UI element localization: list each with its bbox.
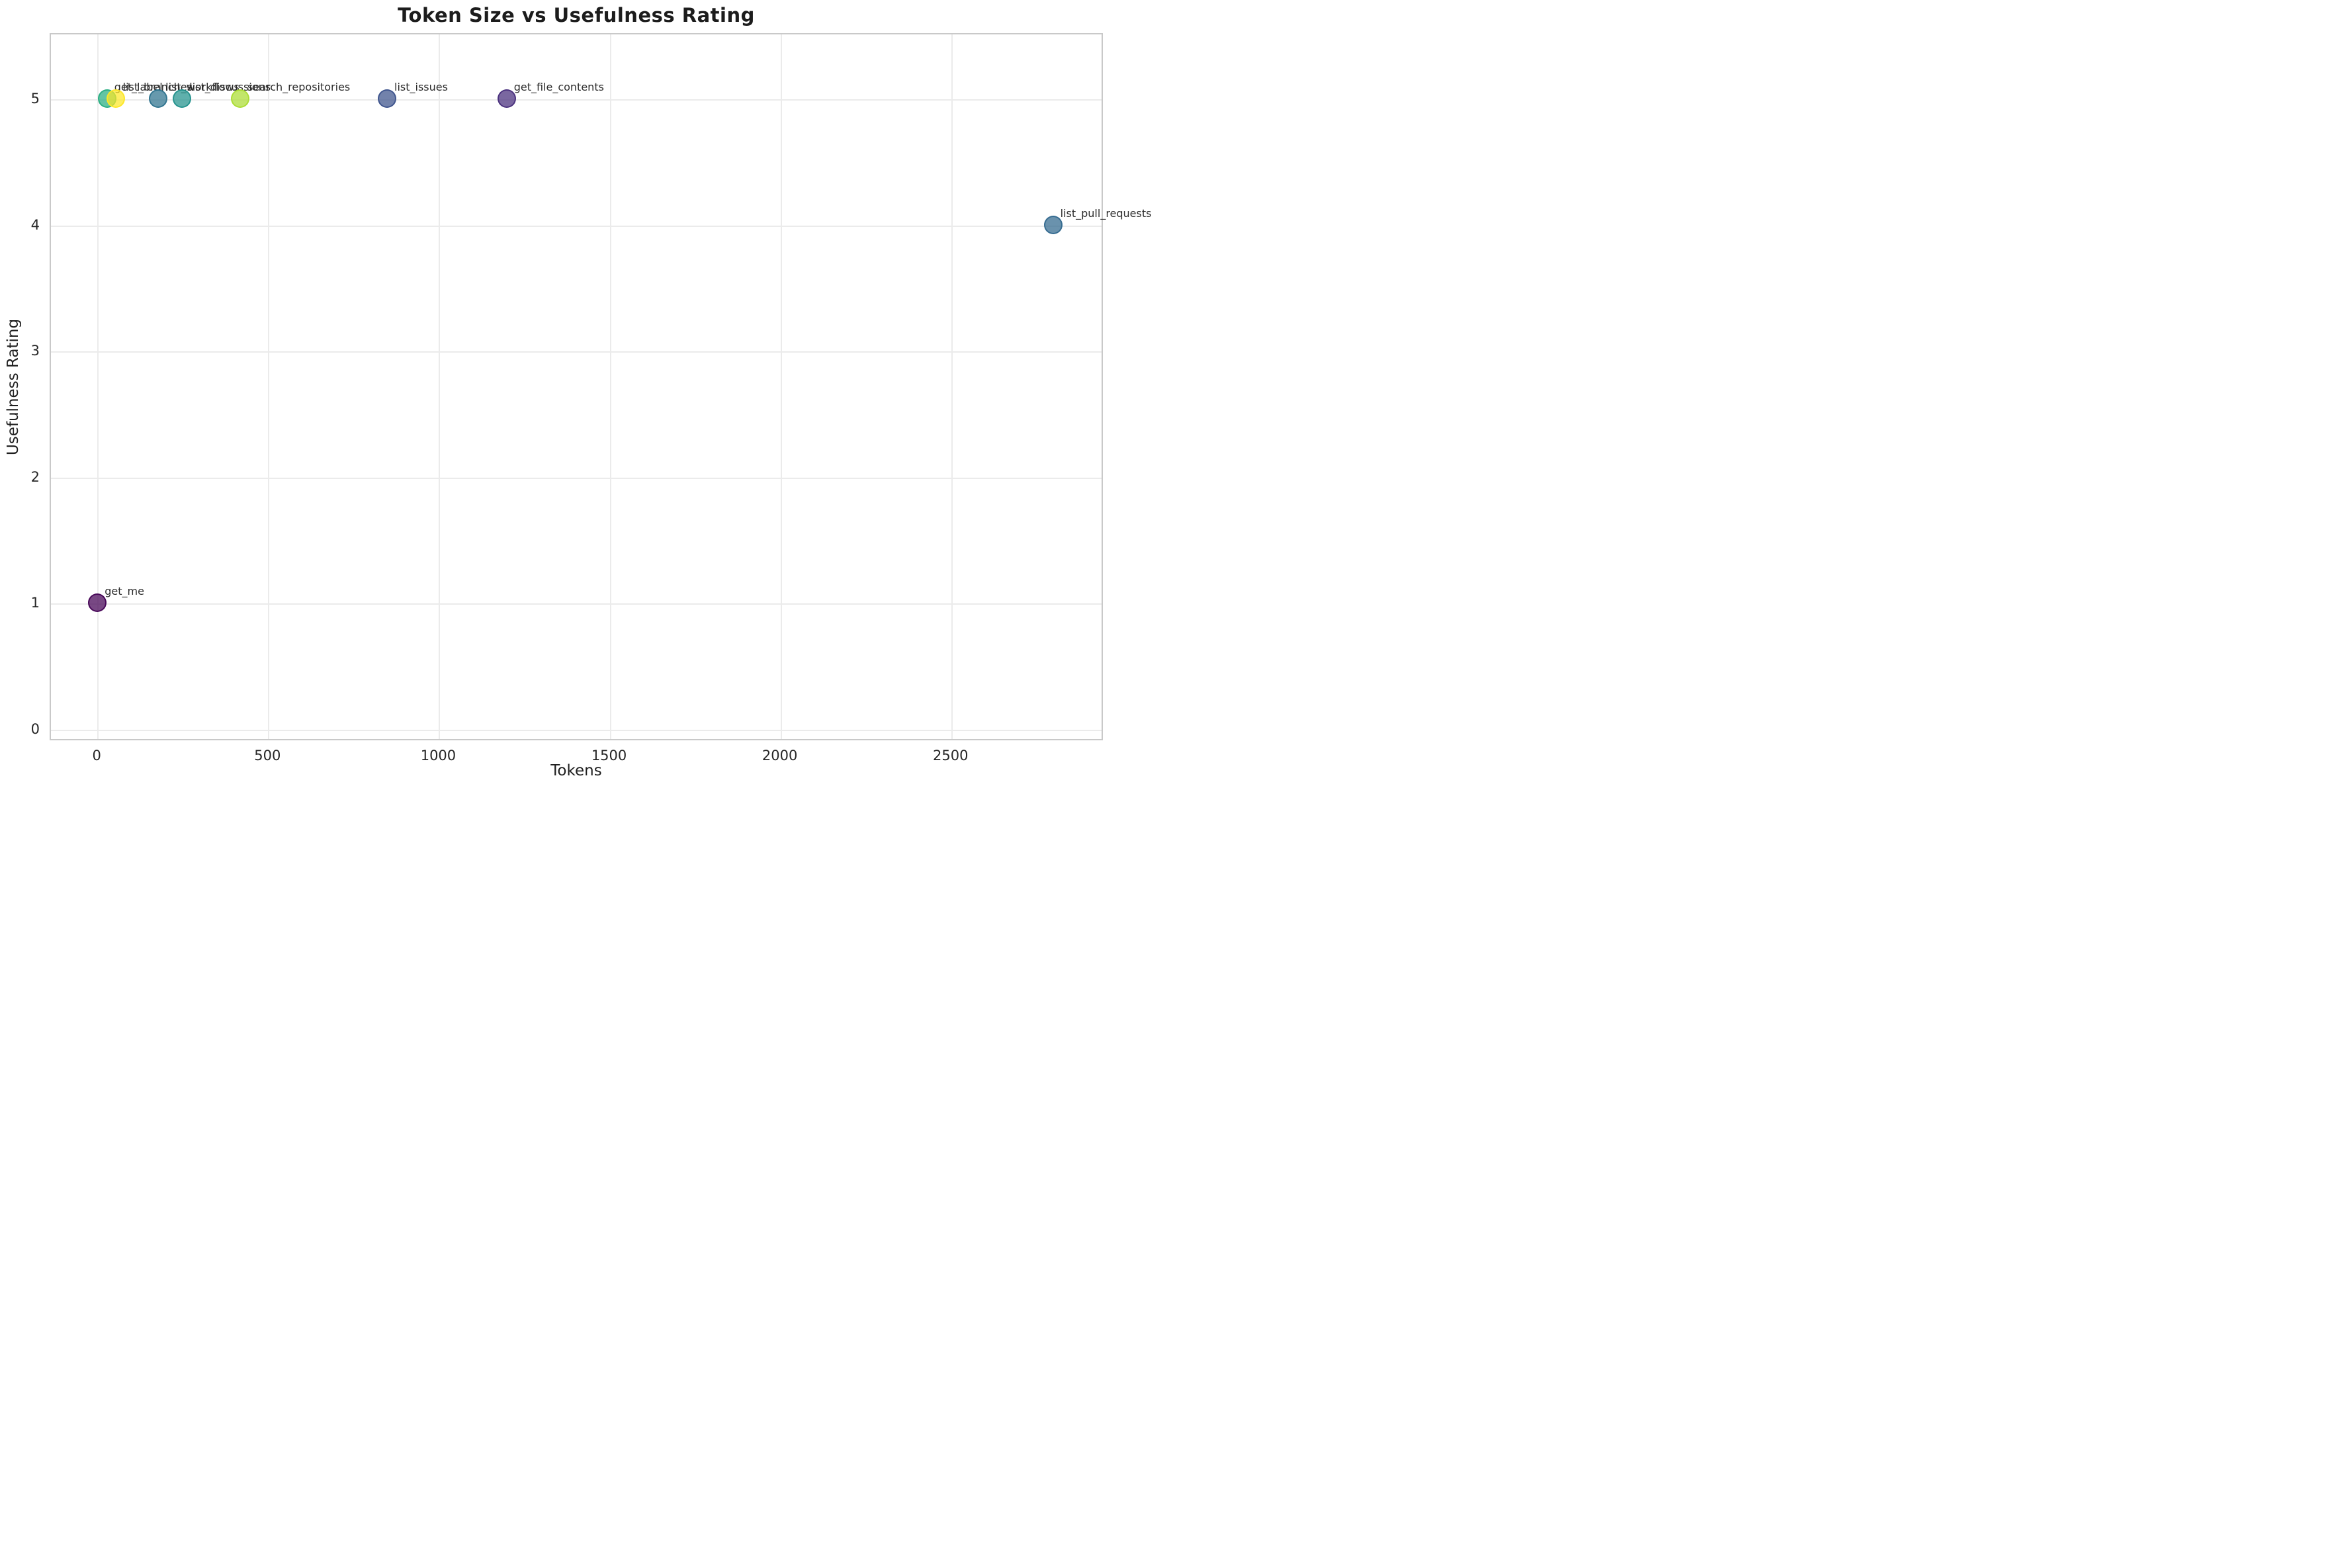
y-gridline [51, 99, 1102, 101]
y-tick-label: 1 [30, 595, 40, 611]
x-gridline [268, 34, 270, 739]
x-tick-label: 2500 [933, 748, 969, 763]
plot-area [50, 33, 1103, 740]
point-label: list_pull_requests [1060, 206, 1152, 220]
x-axis-label: Tokens [550, 762, 602, 779]
y-tick-label: 5 [30, 91, 40, 107]
x-gridline [609, 34, 611, 739]
x-tick-label: 500 [254, 748, 281, 763]
point-label: list_branches [122, 81, 193, 94]
data-point [173, 89, 192, 109]
y-gridline [51, 351, 1102, 353]
data-point [231, 89, 250, 109]
point-label: get_file_contents [513, 81, 604, 94]
data-point [1043, 215, 1063, 234]
point-label: get_me [105, 585, 144, 598]
point-label: list_discussions [189, 81, 271, 94]
point-label: get_label [114, 81, 163, 94]
x-tick-label: 1000 [420, 748, 457, 763]
y-tick-label: 0 [30, 720, 40, 737]
data-point [88, 593, 107, 613]
x-gridline [97, 34, 99, 739]
x-gridline [439, 34, 441, 739]
x-gridline [951, 34, 953, 739]
data-point [149, 89, 168, 109]
y-gridline [51, 603, 1102, 605]
x-tick-label: 2000 [762, 748, 798, 763]
data-point [106, 89, 125, 109]
y-gridline [51, 477, 1102, 479]
y-tick-label: 3 [30, 343, 40, 359]
x-tick-label: 0 [92, 748, 101, 763]
x-gridline [780, 34, 782, 739]
point-label: list_issues [394, 81, 448, 94]
x-tick-label: 1500 [591, 748, 627, 763]
data-point [497, 89, 516, 109]
scatter-chart-figure: Token Size vs Usefulness Rating Tokens U… [0, 0, 1175, 784]
data-point [378, 89, 397, 109]
y-tick-label: 2 [30, 468, 40, 485]
y-tick-label: 4 [30, 216, 40, 233]
point-label: search_repositories [247, 81, 351, 94]
chart-title: Token Size vs Usefulness Rating [398, 4, 755, 26]
y-gridline [51, 225, 1102, 227]
y-gridline [51, 729, 1102, 731]
